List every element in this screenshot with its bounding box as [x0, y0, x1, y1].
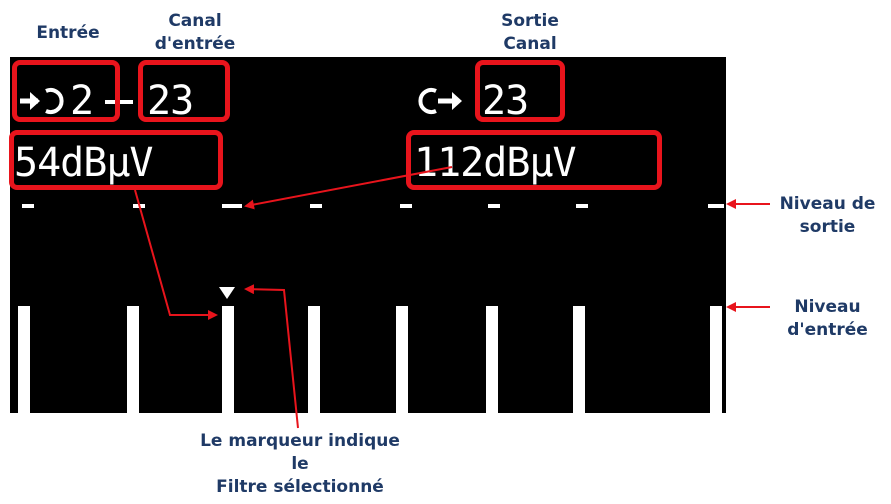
output-level-segment — [488, 204, 500, 208]
output-channel: 23 — [482, 78, 529, 124]
filter-marker-icon — [219, 287, 235, 299]
output-level-segment — [222, 204, 242, 208]
highlight-input-channel — [138, 60, 230, 122]
label-canal-entree-line1: Canal — [168, 11, 222, 31]
input-arrow-icon — [20, 88, 64, 114]
highlight-input-level — [9, 130, 223, 190]
input-level-bar — [710, 306, 722, 414]
highlight-input-number — [12, 60, 120, 122]
output-level-segment — [400, 204, 412, 208]
screen-baseline — [10, 413, 726, 417]
arrow-output-level-to-segment — [244, 166, 453, 210]
output-level-segment — [22, 204, 34, 208]
input-level-bar — [18, 306, 30, 414]
label-canal-entree-line2: d'entrée — [154, 34, 236, 54]
lcd-screen: 2 23 23 54dBµV 112dBµV — [10, 57, 726, 417]
input-number: 2 — [70, 78, 94, 124]
label-sortie-line1: Sortie — [501, 11, 559, 31]
label-niveau-entree-line1: Niveau — [794, 297, 861, 317]
arrow-input-level-to-bar — [134, 189, 218, 320]
label-entree: Entrée — [36, 23, 100, 43]
label-niveau-sortie-line2: sortie — [799, 217, 856, 237]
input-level: 54dBµV — [14, 140, 153, 186]
label-marqueur-line2: le — [291, 454, 309, 474]
input-channel: 23 — [147, 78, 194, 124]
input-level-bar — [396, 306, 408, 414]
input-level-bar — [127, 306, 139, 414]
output-level-segment — [576, 204, 588, 208]
label-sortie-line2: Canal — [503, 34, 557, 54]
output-level: 112dBµV — [414, 140, 577, 186]
highlight-output-level — [406, 130, 662, 190]
label-marqueur-line3: Filtre sélectionné — [216, 477, 384, 497]
label-marqueur-line1: Le marqueur indique — [200, 431, 400, 451]
label-niveau-sortie-line1: Niveau de — [779, 194, 876, 214]
input-level-bar — [222, 306, 234, 414]
output-level-segment — [310, 204, 322, 208]
input-level-bar — [486, 306, 498, 414]
output-arrow-icon — [418, 88, 462, 114]
input-level-bar — [308, 306, 320, 414]
label-niveau-entree-line2: d'entrée — [787, 320, 868, 340]
arrow-marker-label-to-marker — [244, 284, 299, 429]
input-level-bar — [573, 306, 585, 414]
highlight-output-channel — [475, 60, 565, 122]
output-level-segment — [708, 204, 724, 208]
